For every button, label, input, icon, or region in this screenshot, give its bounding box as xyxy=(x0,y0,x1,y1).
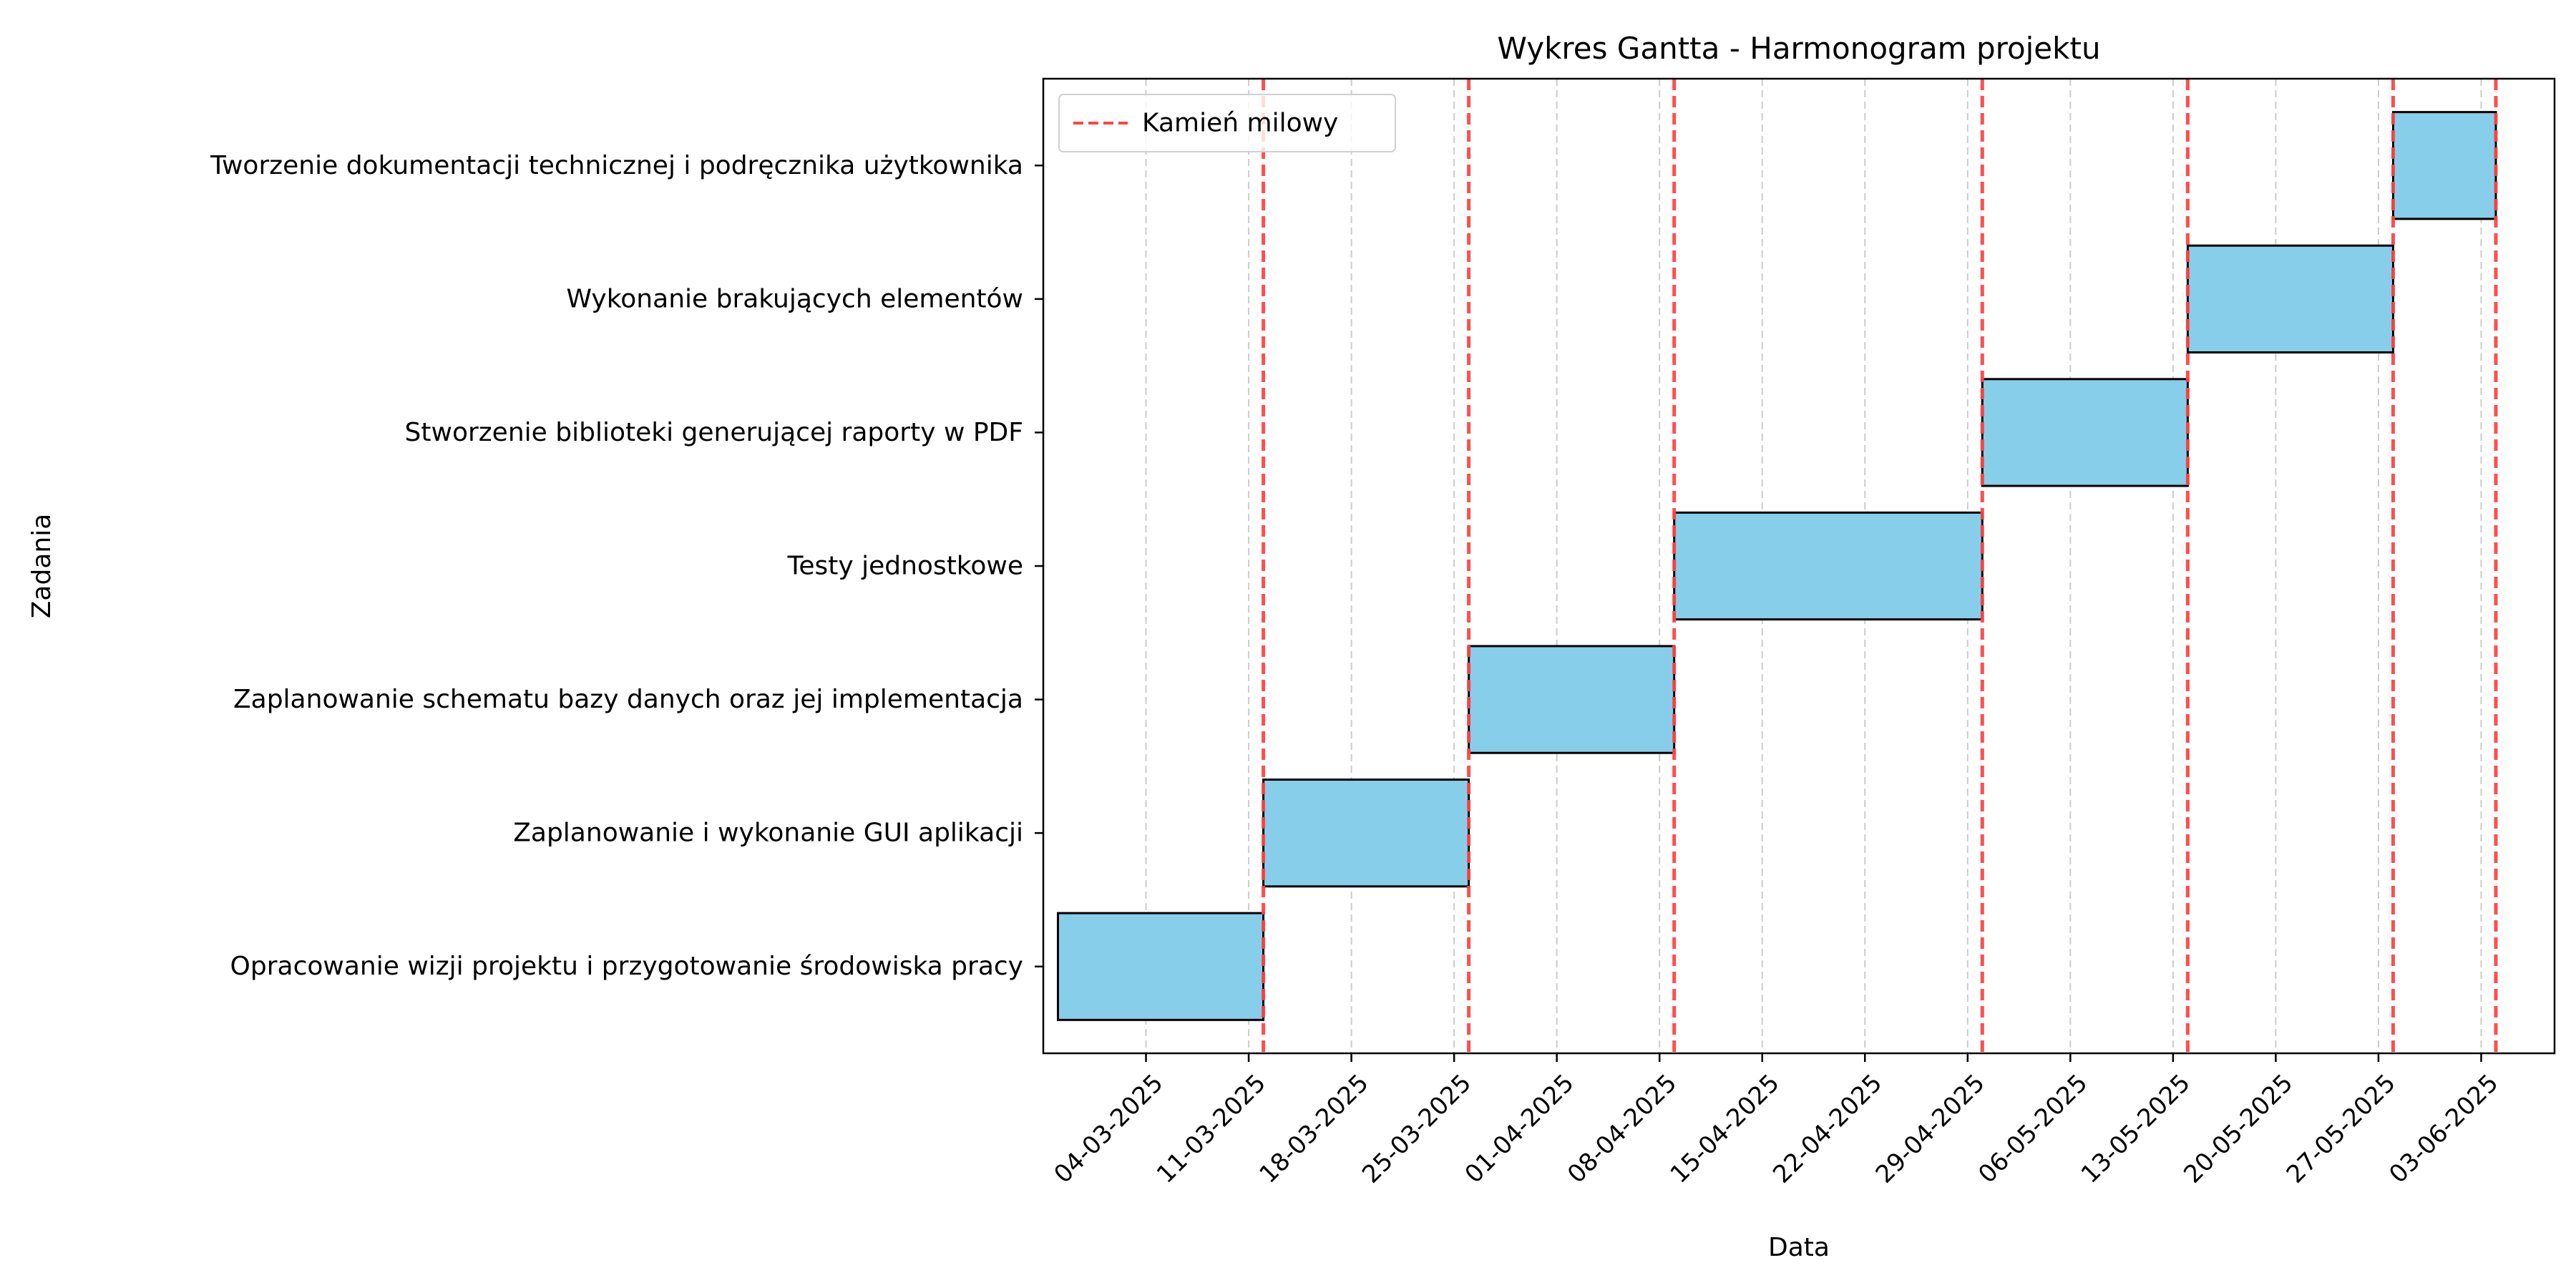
y-tick-label: Zaplanowanie i wykonanie GUI aplikacji xyxy=(513,819,1023,848)
y-axis-label: Zadania xyxy=(27,514,57,619)
task-bars xyxy=(1057,111,2497,1021)
y-tick-label: Wykonanie brakujących elementów xyxy=(566,284,1023,313)
x-tick-label: 22-04-2025 xyxy=(1767,1069,1888,1189)
x-tick-label: 20-05-2025 xyxy=(2178,1069,2298,1189)
x-tick-label: 18-03-2025 xyxy=(1254,1069,1374,1189)
task-bar xyxy=(2391,111,2497,220)
x-tick-label: 29-04-2025 xyxy=(1870,1069,1991,1189)
y-tick-label: Testy jednostkowe xyxy=(786,552,1023,581)
y-tick-label: Opracowanie wizji projektu i przygotowan… xyxy=(230,952,1023,981)
y-axis-ticks: Opracowanie wizji projektu i przygotowan… xyxy=(210,151,1043,981)
x-tick-label: 06-05-2025 xyxy=(1973,1069,2093,1189)
legend-box xyxy=(1058,94,1396,152)
task-bar xyxy=(1057,912,1265,1021)
legend-label: Kamień milowy xyxy=(1142,109,1338,138)
x-tick-label: 08-04-2025 xyxy=(1562,1069,1682,1189)
x-tick-label: 27-05-2025 xyxy=(2281,1069,2401,1189)
task-bar xyxy=(1262,779,1470,888)
x-axis-ticks: 04-03-202511-03-202518-03-202525-03-2025… xyxy=(1048,1053,2504,1189)
x-tick-label: 15-04-2025 xyxy=(1665,1069,1785,1189)
x-tick-label: 01-04-2025 xyxy=(1460,1069,1580,1189)
x-axis-label: Data xyxy=(1768,1233,1830,1262)
y-tick-label: Tworzenie dokumentacji technicznej i pod… xyxy=(210,151,1023,180)
x-tick-label: 03-06-2025 xyxy=(2384,1069,2504,1189)
x-tick-label: 11-03-2025 xyxy=(1151,1069,1272,1189)
y-tick-label: Zaplanowanie schematu bazy danych oraz j… xyxy=(233,685,1023,714)
chart-title: Wykres Gantta - Harmonogram projektu xyxy=(1497,31,2100,66)
task-bar xyxy=(2186,244,2394,353)
task-bar xyxy=(1673,511,1984,621)
x-tick-label: 25-03-2025 xyxy=(1357,1069,1477,1189)
legend: Kamień milowy xyxy=(1058,94,1396,152)
x-tick-label: 04-03-2025 xyxy=(1048,1069,1169,1189)
x-tick-label: 13-05-2025 xyxy=(2076,1069,2196,1189)
milestone-lines xyxy=(1262,79,2498,1053)
task-bar xyxy=(1468,645,1676,754)
y-tick-label: Stworzenie biblioteki generującej raport… xyxy=(405,418,1023,447)
task-bar xyxy=(1981,378,2189,487)
